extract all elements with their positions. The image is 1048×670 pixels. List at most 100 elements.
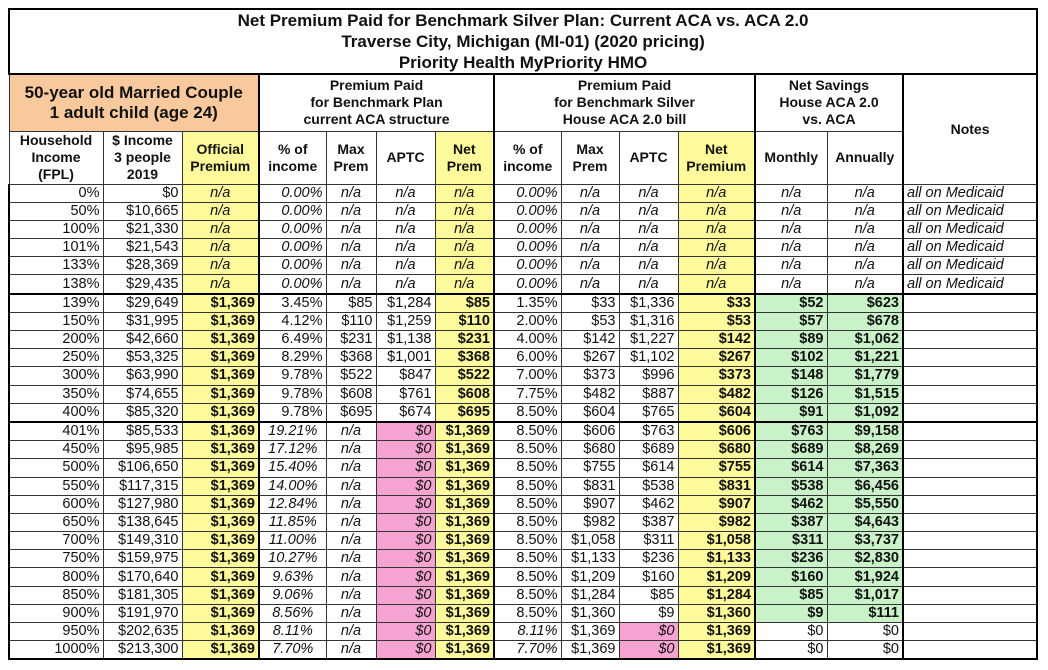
- cell-aca2-max-prem: $604: [560, 402, 620, 423]
- cell-aca2-aptc: $9: [618, 603, 679, 624]
- cell-income: $0: [102, 183, 183, 203]
- table-row: 850% $181,305 $1,369 9.06% n/a $0 $1,369 8.50% $…: [8, 585, 1039, 605]
- column-header-official-premium: Official Premium: [181, 130, 260, 185]
- table-row: 550% $117,315 $1,369 14.00% n/a $0 $1,369 8.50%…: [8, 476, 1039, 496]
- cell-current-net-prem: $1,369: [434, 440, 495, 460]
- cell-aca2-max-prem: $1,369: [560, 640, 620, 661]
- cell-savings-annually: $1,779: [826, 366, 904, 386]
- cell-official-premium: $1,369: [181, 549, 260, 569]
- cell-savings-annually: $111: [826, 603, 904, 624]
- cell-savings-monthly: $89: [754, 329, 828, 350]
- cell-savings-monthly: $85: [754, 585, 828, 605]
- cell-aca2-aptc: $85: [618, 585, 679, 605]
- cell-savings-annually: $1,221: [826, 348, 904, 368]
- cell-current-aptc: $847: [375, 366, 436, 386]
- cell-savings-annually: $0: [826, 640, 904, 661]
- cell-aca2-aptc: n/a: [618, 183, 679, 203]
- cell-savings-monthly: $57: [754, 311, 828, 332]
- cell-current-max-prem: n/a: [325, 476, 377, 496]
- cell-official-premium: $1,369: [181, 585, 260, 605]
- cell-current-pct-income: 6.49%: [258, 329, 327, 350]
- cell-aca2-net-premium: $33: [677, 293, 756, 313]
- cell-savings-annually: $4,643: [826, 512, 904, 533]
- cell-aca2-net-premium: n/a: [677, 256, 756, 276]
- cell-notes: [901, 348, 1039, 368]
- cell-aca2-aptc: $0: [618, 621, 679, 642]
- cell-aca2-max-prem: n/a: [560, 183, 620, 203]
- table-row: 500% $106,650 $1,369 15.40% n/a $0 $1,369 8.50%…: [8, 458, 1039, 478]
- cell-official-premium: $1,369: [181, 640, 260, 661]
- cell-official-premium: $1,369: [181, 440, 260, 460]
- cell-official-premium: $1,369: [181, 567, 260, 587]
- cell-aca2-aptc: $996: [618, 366, 679, 386]
- table-row: 0% $0 n/a 0.00% n/a n/a n/a 0.00% n/a n/a n/a n/a n/…: [8, 183, 1039, 203]
- cell-aca2-pct-income: 7.75%: [493, 384, 562, 404]
- cell-notes: [901, 329, 1039, 350]
- cell-income: $21,543: [102, 238, 183, 258]
- cell-savings-monthly: $311: [754, 531, 828, 551]
- cell-aca2-net-premium: $267: [677, 348, 756, 368]
- cell-current-net-prem: n/a: [434, 183, 495, 203]
- cell-current-pct-income: 8.11%: [258, 621, 327, 642]
- cell-aca2-max-prem: $33: [560, 293, 620, 313]
- cell-income: $159,975: [102, 549, 183, 569]
- cell-aca2-net-premium: n/a: [677, 183, 756, 203]
- cell-notes: [901, 458, 1039, 478]
- cell-savings-annually: $9,158: [826, 421, 904, 442]
- cell-current-max-prem: n/a: [325, 274, 377, 295]
- cell-current-net-prem: $1,369: [434, 494, 495, 514]
- cell-current-max-prem: n/a: [325, 219, 377, 240]
- cell-notes: [901, 567, 1039, 587]
- cell-aca2-net-premium: $604: [677, 402, 756, 423]
- cell-aca2-net-premium: $373: [677, 366, 756, 386]
- cell-current-max-prem: n/a: [325, 440, 377, 460]
- cell-fpl: 0%: [8, 183, 104, 203]
- cell-aca2-net-premium: $982: [677, 512, 756, 533]
- cell-current-max-prem: n/a: [325, 183, 377, 203]
- cell-current-pct-income: 9.78%: [258, 384, 327, 404]
- cell-aca2-aptc: $236: [618, 549, 679, 569]
- cell-official-premium: $1,369: [181, 512, 260, 533]
- cell-official-premium: $1,369: [181, 384, 260, 404]
- cell-notes: [901, 421, 1039, 442]
- cell-current-net-prem: $231: [434, 329, 495, 350]
- cell-savings-monthly: $387: [754, 512, 828, 533]
- table-row: 101% $21,543 n/a 0.00% n/a n/a n/a 0.00% n/a n/a n…: [8, 238, 1039, 258]
- cell-income: $63,990: [102, 366, 183, 386]
- cell-current-aptc: $0: [375, 603, 436, 624]
- cell-aca2-max-prem: $142: [560, 329, 620, 350]
- cell-current-max-prem: $110: [325, 311, 377, 332]
- cell-income: $53,325: [102, 348, 183, 368]
- cell-official-premium: $1,369: [181, 494, 260, 514]
- cell-savings-annually: $0: [826, 621, 904, 642]
- cell-current-pct-income: 17.12%: [258, 440, 327, 460]
- cell-income: $31,995: [102, 311, 183, 332]
- cell-aca2-net-premium: $831: [677, 476, 756, 496]
- cell-aca2-max-prem: $982: [560, 512, 620, 533]
- cell-fpl: 1000%: [8, 640, 104, 661]
- cell-aca2-net-premium: n/a: [677, 238, 756, 258]
- cell-current-net-prem: $1,369: [434, 421, 495, 442]
- cell-income: $28,369: [102, 256, 183, 276]
- cell-income: $191,970: [102, 603, 183, 624]
- cell-notes: [901, 402, 1039, 423]
- cell-official-premium: $1,369: [181, 293, 260, 313]
- cell-fpl: 138%: [8, 274, 104, 295]
- cell-savings-monthly: $0: [754, 621, 828, 642]
- cell-current-pct-income: 9.63%: [258, 567, 327, 587]
- cell-savings-monthly: $9: [754, 603, 828, 624]
- table-row: 750% $159,975 $1,369 10.27% n/a $0 $1,369 8.50%…: [8, 549, 1039, 569]
- cell-savings-annually: $8,269: [826, 440, 904, 460]
- cell-current-aptc: $761: [375, 384, 436, 404]
- cell-notes: all on Medicaid: [901, 274, 1039, 295]
- cell-current-pct-income: 0.00%: [258, 256, 327, 276]
- cell-aca2-net-premium: $142: [677, 329, 756, 350]
- cell-current-aptc: $0: [375, 549, 436, 569]
- table-row: 50% $10,665 n/a 0.00% n/a n/a n/a 0.00% n/a n/a n/…: [8, 201, 1039, 221]
- table-row: 401% $85,533 $1,369 19.21% n/a $0 $1,369 8.50% $…: [8, 421, 1039, 442]
- cell-income: $29,649: [102, 293, 183, 313]
- table-row: 950% $202,635 $1,369 8.11% n/a $0 $1,369 8.11% $…: [8, 621, 1039, 642]
- cell-current-pct-income: 8.56%: [258, 603, 327, 624]
- cell-official-premium: n/a: [181, 238, 260, 258]
- cell-notes: all on Medicaid: [901, 238, 1039, 258]
